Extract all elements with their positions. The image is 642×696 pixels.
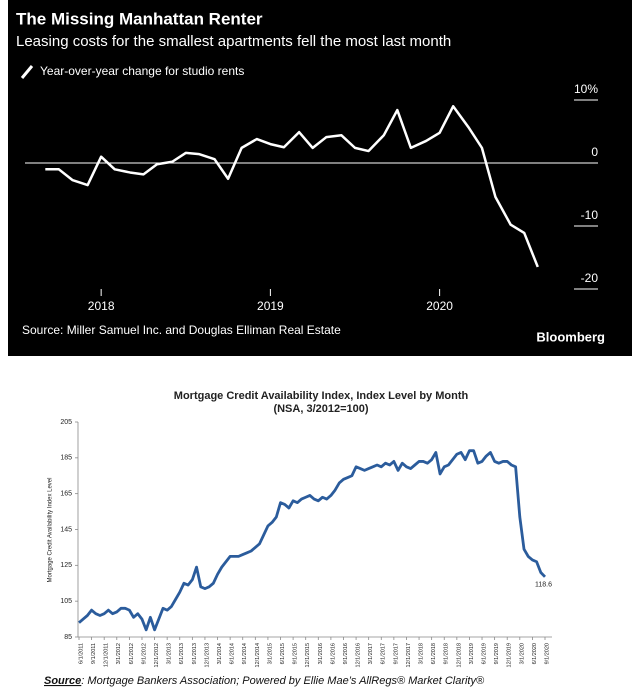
x-tick-label: 6/1/2013 bbox=[179, 643, 185, 664]
y-tick-label: 165 bbox=[60, 491, 72, 498]
y-tick-label: 145 bbox=[60, 526, 72, 533]
x-tick-label: 2020 bbox=[426, 299, 453, 313]
y-tick-label: 10% bbox=[574, 82, 598, 96]
x-tick-label: 12/1/2019 bbox=[507, 643, 513, 667]
x-tick-label: 3/1/2020 bbox=[519, 643, 525, 664]
x-tick-label: 9/1/2014 bbox=[242, 643, 248, 664]
y-axis-label: Mortgage Credit Availability Index Level bbox=[48, 478, 54, 583]
x-tick-label: 12/1/2011 bbox=[104, 643, 110, 667]
x-tick-label: 12/1/2016 bbox=[356, 643, 362, 667]
x-tick-label: 3/1/2015 bbox=[267, 643, 273, 664]
y-tick-label: 105 bbox=[60, 598, 72, 605]
x-tick-label: 3/1/2014 bbox=[217, 643, 223, 664]
x-tick-label: 3/1/2013 bbox=[167, 643, 173, 664]
legend-label: Year-over-year change for studio rents bbox=[40, 64, 244, 78]
x-tick-label: 9/1/2012 bbox=[141, 643, 147, 664]
x-tick-label: 6/1/2016 bbox=[330, 643, 336, 664]
chart-title: The Missing Manhattan Renter bbox=[16, 9, 263, 28]
source-label: Source bbox=[44, 675, 81, 687]
x-tick-label: 3/1/2017 bbox=[368, 643, 374, 664]
x-tick-label: 2018 bbox=[88, 299, 115, 313]
y-tick-label: -20 bbox=[581, 271, 599, 285]
x-tick-label: 6/1/2020 bbox=[532, 643, 538, 664]
x-tick-label: 3/1/2019 bbox=[469, 643, 475, 664]
x-tick-label: 9/1/2017 bbox=[393, 643, 399, 664]
x-tick-label: 6/1/2019 bbox=[481, 643, 487, 664]
x-tick-label: 9/1/2019 bbox=[494, 643, 500, 664]
y-tick-label: 125 bbox=[60, 562, 72, 569]
x-tick-label: 12/1/2018 bbox=[456, 643, 462, 667]
source: Source: Mortgage Bankers Association; Po… bbox=[44, 675, 485, 687]
x-tick-label: 9/1/2015 bbox=[293, 643, 299, 664]
brand: Bloomberg bbox=[536, 329, 605, 344]
y-tick-label: 85 bbox=[64, 634, 72, 641]
y-tick-label: 205 bbox=[60, 419, 72, 426]
x-tick-label: 12/1/2017 bbox=[406, 643, 412, 667]
x-tick-label: 3/1/2012 bbox=[116, 643, 122, 664]
x-tick-label: 9/1/2011 bbox=[91, 643, 97, 664]
x-tick-label: 12/1/2013 bbox=[204, 643, 210, 667]
x-tick-label: 12/1/2012 bbox=[154, 643, 160, 667]
y-tick-label: 0 bbox=[591, 145, 598, 159]
data-label: 118.6 bbox=[535, 582, 552, 589]
x-tick-label: 9/1/2016 bbox=[343, 643, 349, 664]
line bbox=[45, 105, 539, 268]
y-tick-label: 185 bbox=[60, 455, 72, 462]
line bbox=[78, 449, 547, 632]
chart-title: Mortgage Credit Availability Index, Inde… bbox=[174, 390, 469, 402]
x-tick-label: 9/1/2020 bbox=[544, 643, 550, 664]
source-text: : Mortgage Bankers Association; Powered … bbox=[81, 675, 485, 687]
x-tick-label: 12/1/2014 bbox=[255, 643, 261, 667]
source: Source: Miller Samuel Inc. and Douglas E… bbox=[22, 323, 341, 337]
x-tick-label: 9/1/2013 bbox=[192, 643, 198, 664]
chart-subtitle: (NSA, 3/2012=100) bbox=[273, 403, 368, 415]
x-tick-label: 6/1/2011 bbox=[78, 643, 84, 664]
x-tick-label: 9/1/2018 bbox=[444, 643, 450, 664]
chart-subtitle: Leasing costs for the smallest apartment… bbox=[16, 33, 451, 50]
x-tick-label: 12/1/2015 bbox=[305, 643, 311, 667]
x-tick-label: 6/1/2015 bbox=[280, 643, 286, 664]
legend-swatch bbox=[20, 65, 34, 79]
x-tick-label: 3/1/2018 bbox=[419, 643, 425, 664]
y-tick-label: -10 bbox=[581, 208, 599, 222]
x-tick-label: 3/1/2016 bbox=[318, 643, 324, 664]
x-tick-label: 6/1/2012 bbox=[129, 643, 135, 664]
chart-background bbox=[8, 0, 632, 356]
x-tick-label: 6/1/2017 bbox=[381, 643, 387, 664]
x-tick-label: 6/1/2014 bbox=[230, 643, 236, 664]
x-tick-label: 6/1/2018 bbox=[431, 643, 437, 664]
x-tick-label: 2019 bbox=[257, 299, 284, 313]
